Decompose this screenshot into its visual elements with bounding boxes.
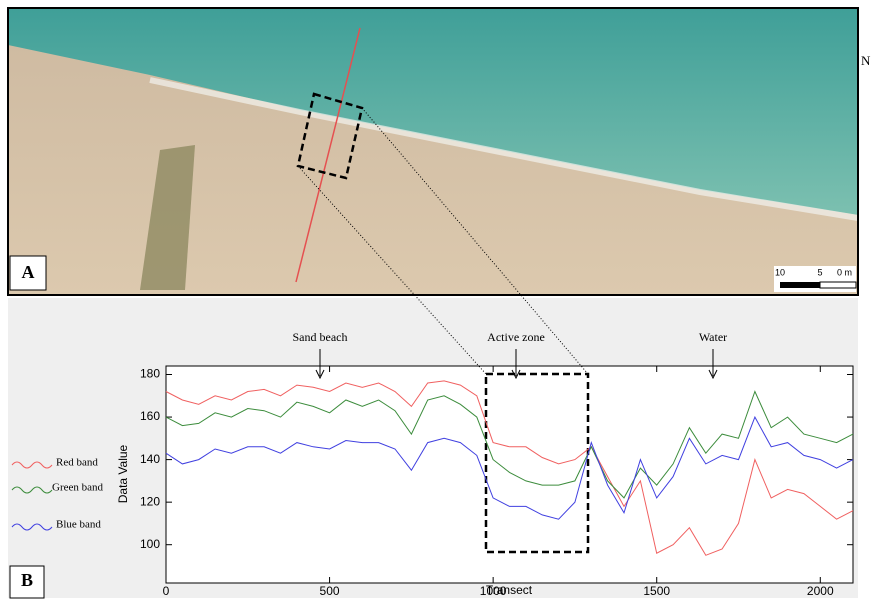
scale-label: 0 m xyxy=(837,267,852,277)
panel-label: B xyxy=(21,570,33,590)
y-tick-label: 120 xyxy=(140,494,160,508)
scale-bar xyxy=(780,282,820,288)
y-tick-label: 140 xyxy=(140,452,160,466)
annotation: Water xyxy=(699,330,727,344)
figure: A 10 5 0 m N B Data Value Transect 05001… xyxy=(0,0,872,599)
annotation: Active zone xyxy=(487,330,545,344)
panel-label: A xyxy=(22,262,35,282)
x-tick-label: 500 xyxy=(320,584,340,598)
x-tick-label: 1500 xyxy=(643,584,670,598)
x-tick-label: 2000 xyxy=(807,584,834,598)
y-tick-label: 180 xyxy=(140,367,160,381)
y-tick-label: 160 xyxy=(140,409,160,423)
legend-label: Red band xyxy=(56,457,98,469)
scale-bar xyxy=(820,282,856,288)
x-tick-label: 1000 xyxy=(480,584,507,598)
legend-label: Blue band xyxy=(56,519,101,531)
scale-label: 10 xyxy=(775,267,785,277)
x-tick-label: 0 xyxy=(163,584,170,598)
y-tick-label: 100 xyxy=(140,537,160,551)
north-label: N xyxy=(861,53,871,68)
annotation: Sand beach xyxy=(293,330,348,344)
legend-label: Green band xyxy=(52,482,104,494)
scale-label: 5 xyxy=(817,267,822,277)
panel-a: A 10 5 0 m N xyxy=(8,8,871,295)
y-axis-label: Data Value xyxy=(116,444,130,503)
plot-area xyxy=(166,366,853,583)
